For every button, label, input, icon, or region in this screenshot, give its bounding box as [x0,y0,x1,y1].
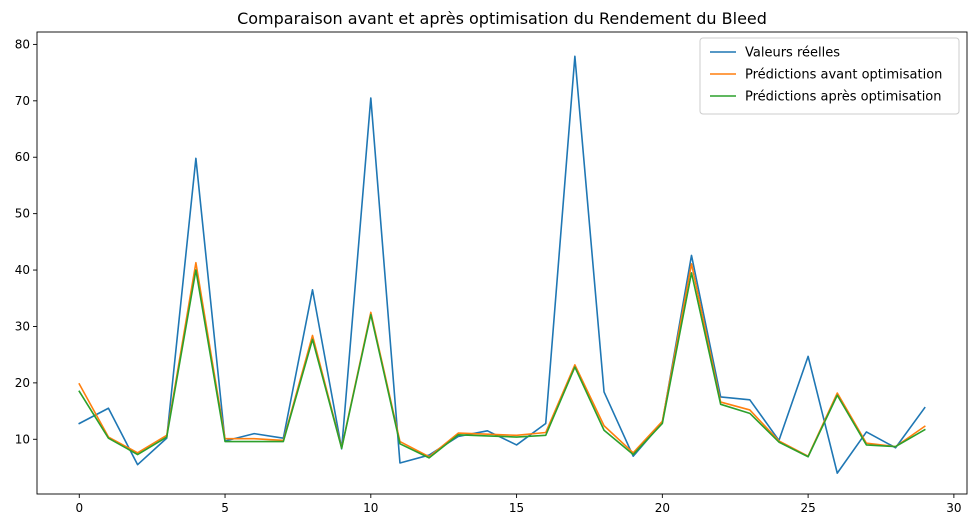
series-line-2 [78,261,926,458]
x-tick-label: 20 [655,501,670,515]
legend: Valeurs réelles Prédictions avant optimis… [699,37,960,115]
y-tick-label: 10 [15,432,30,446]
y-tick-label: 60 [15,150,30,164]
chart-title: Comparaison avant et après optimisation … [237,9,767,28]
y-tick-label: 40 [15,263,30,277]
series-line-1 [78,55,926,474]
legend-label-1: Valeurs réelles [745,46,840,61]
axes-frame [36,31,968,495]
y-tick-label: 20 [15,376,30,390]
x-tick-label: 30 [946,501,961,515]
x-tick-label: 0 [75,501,83,515]
legend-label-2: Prédictions avant optimisation [745,68,942,83]
axes: 0 5 10 15 20 25 30 10 20 30 40 50 60 70 80 [15,31,968,515]
y-tick-label: 50 [15,207,30,221]
y-tick-label: 30 [15,319,30,333]
x-tick-label: 15 [509,501,524,515]
x-tick-label: 5 [221,501,229,515]
x-tick-label: 10 [363,501,378,515]
series-line-3 [78,269,926,459]
y-tick-label: 80 [15,37,30,51]
legend-label-3: Prédictions après optimisation [745,90,942,105]
plot-area [78,55,926,474]
y-tick-label: 70 [15,94,30,108]
legend-box [699,37,960,115]
x-tick-label: 25 [800,501,815,515]
